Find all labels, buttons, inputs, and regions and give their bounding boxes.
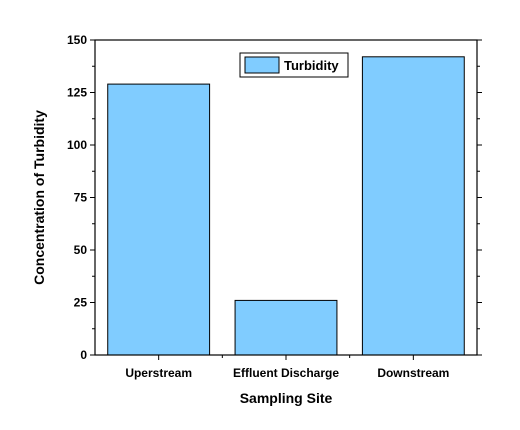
bars-group: [107, 56, 465, 356]
y-tick-label: 100: [67, 138, 87, 152]
y-tick-label: 150: [67, 33, 87, 47]
x-tick-label: Uperstream: [125, 366, 192, 380]
y-tick-label: 25: [74, 296, 88, 310]
y-tick-label: 0: [80, 348, 87, 362]
x-tick-label: Effluent Discharge: [233, 366, 339, 380]
bar-downstream: [361, 56, 465, 356]
x-ticks-group: Uperstream Effluent Discharge Downstream: [125, 355, 449, 380]
y-tick-label: 50: [74, 243, 88, 257]
x-axis-title: Sampling Site: [240, 390, 333, 406]
x-tick-label: Downstream: [377, 366, 449, 380]
legend-swatch: [244, 56, 280, 74]
bar-uperstream: [107, 83, 211, 356]
legend: Turbidity: [239, 52, 349, 78]
y-tick-label: 125: [67, 86, 87, 100]
y-tick-label: 75: [74, 191, 88, 205]
legend-label: Turbidity: [284, 58, 339, 73]
bar-effluent-discharge: [234, 299, 338, 356]
y-ticks-group: 0 25 50 75 100 125 150: [67, 33, 482, 362]
y-axis-title: Concentration of Turbidity: [31, 110, 47, 285]
